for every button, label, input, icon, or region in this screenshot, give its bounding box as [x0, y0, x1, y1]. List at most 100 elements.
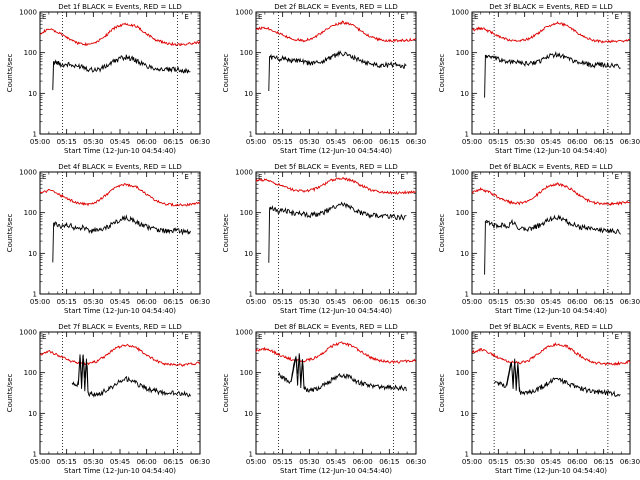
- x-tick-label: 05:30: [299, 138, 319, 146]
- x-tick-label: 06:00: [137, 458, 157, 466]
- x-tick-label: 06:15: [379, 298, 399, 306]
- x-tick-label: 06:00: [137, 298, 157, 306]
- x-tick-label: 05:00: [30, 138, 50, 146]
- y-tick-label: 1000: [451, 9, 469, 17]
- x-tick-label: 06:00: [137, 138, 157, 146]
- x-tick-label: 06:15: [594, 458, 614, 466]
- y-axis-label: Counts/sec: [438, 374, 446, 413]
- y-tick-label: 1000: [451, 329, 469, 337]
- chart-title: Det 4f BLACK = Events, RED = LLD: [58, 163, 181, 171]
- flag-letter: E: [184, 333, 188, 341]
- x-axis-label: Start Time (12-Jun-10 04:54:40): [495, 467, 607, 475]
- x-tick-label: 05:00: [246, 138, 266, 146]
- plot-frame: [471, 11, 631, 135]
- x-tick-label: 06:30: [406, 138, 426, 146]
- y-tick-label: 1000: [235, 169, 253, 177]
- x-tick-label: 05:15: [488, 458, 508, 466]
- x-tick-label: 05:00: [30, 298, 50, 306]
- y-tick-label: 1: [465, 451, 469, 459]
- chart-title: Det 5f BLACK = Events, RED = LLD: [274, 163, 397, 171]
- lld-series-line: [255, 20, 417, 43]
- x-tick-label: 06:15: [163, 138, 183, 146]
- panel-det-6f: Det 6f BLACK = Events, RED = LLD Counts/s…: [438, 163, 640, 315]
- y-tick-label: 100: [24, 369, 37, 377]
- y-tick-label: 1000: [19, 329, 37, 337]
- y-tick-label: 100: [240, 209, 253, 217]
- x-tick-label: 06:15: [379, 458, 399, 466]
- flag-letter: E: [474, 333, 478, 341]
- y-tick-label: 10: [244, 410, 253, 418]
- y-tick-label: 1: [465, 131, 469, 139]
- chart-title: Det 8f BLACK = Events, RED = LLD: [274, 323, 397, 331]
- x-tick-label: 06:30: [620, 138, 640, 146]
- y-axis-label: Counts/sec: [222, 214, 230, 253]
- events-series-line: [277, 353, 407, 393]
- flag-letter: E: [615, 173, 619, 181]
- x-tick-label: 06:30: [190, 458, 210, 466]
- lld-series-line: [39, 22, 201, 47]
- chart-title: Det 3f BLACK = Events, RED = LLD: [489, 3, 612, 11]
- y-axis-label: Counts/sec: [222, 54, 230, 93]
- x-tick-label: 05:30: [515, 458, 535, 466]
- y-tick-label: 1: [465, 291, 469, 299]
- y-tick-label: 10: [460, 410, 469, 418]
- x-tick-label: 05:00: [246, 298, 266, 306]
- panel-det-4f: Det 4f BLACK = Events, RED = LLD Counts/s…: [6, 163, 210, 315]
- x-tick-label: 06:00: [567, 458, 587, 466]
- x-axis-label: Start Time (12-Jun-10 04:54:40): [280, 147, 392, 155]
- plot-frame: [255, 171, 417, 295]
- lld-series-line: [39, 343, 201, 367]
- flag-letter: E: [615, 333, 619, 341]
- y-axis-label: Counts/sec: [6, 374, 14, 413]
- x-tick-label: 05:30: [299, 298, 319, 306]
- x-tick-label: 06:30: [406, 298, 426, 306]
- lld-series-line: [39, 182, 201, 207]
- x-tick-label: 06:15: [379, 138, 399, 146]
- x-tick-label: 05:30: [83, 298, 103, 306]
- x-tick-label: 06:00: [567, 138, 587, 146]
- x-axis-label: Start Time (12-Jun-10 04:54:40): [280, 467, 392, 475]
- x-tick-label: 06:00: [353, 458, 373, 466]
- y-tick-label: 100: [24, 49, 37, 57]
- panel-det-9f: Det 9f BLACK = Events, RED = LLD Counts/s…: [438, 323, 640, 475]
- y-tick-label: 10: [28, 90, 37, 98]
- x-tick-label: 05:30: [83, 138, 103, 146]
- events-series-line: [268, 201, 407, 263]
- lld-series-line: [471, 182, 631, 207]
- flag-letter: E: [42, 333, 46, 341]
- x-tick-label: 06:30: [620, 458, 640, 466]
- y-tick-label: 10: [460, 250, 469, 258]
- x-axis-label: Start Time (12-Jun-10 04:54:40): [64, 147, 176, 155]
- flag-letter: E: [184, 13, 188, 21]
- y-axis-label: Counts/sec: [222, 374, 230, 413]
- x-tick-label: 05:30: [515, 298, 535, 306]
- chart-title: Det 9f BLACK = Events, RED = LLD: [489, 323, 612, 331]
- y-axis-label: Counts/sec: [438, 214, 446, 253]
- x-tick-label: 06:15: [594, 138, 614, 146]
- x-tick-label: 06:15: [163, 458, 183, 466]
- x-axis-label: Start Time (12-Jun-10 04:54:40): [495, 307, 607, 315]
- flag-letter: E: [42, 13, 46, 21]
- plot-frame: [39, 11, 201, 135]
- x-axis-label: Start Time (12-Jun-10 04:54:40): [64, 467, 176, 475]
- x-tick-label: 05:15: [57, 138, 77, 146]
- y-tick-label: 1: [249, 131, 253, 139]
- flag-letter: E: [474, 173, 478, 181]
- panel-det-3f: Det 3f BLACK = Events, RED = LLD Counts/s…: [438, 3, 640, 155]
- panel-det-7f: Det 7f BLACK = Events, RED = LLD Counts/s…: [6, 323, 210, 475]
- y-tick-label: 10: [28, 250, 37, 258]
- x-tick-label: 05:45: [110, 138, 130, 146]
- x-tick-label: 05:00: [462, 298, 482, 306]
- plot-frame: [471, 171, 631, 295]
- x-tick-label: 05:15: [488, 138, 508, 146]
- x-tick-label: 06:00: [353, 298, 373, 306]
- x-tick-label: 06:15: [594, 298, 614, 306]
- x-tick-label: 05:00: [246, 458, 266, 466]
- x-tick-label: 06:30: [190, 138, 210, 146]
- flag-letter: E: [42, 173, 46, 181]
- x-tick-label: 05:45: [541, 458, 561, 466]
- plot-frame: [39, 331, 201, 455]
- x-tick-label: 05:45: [110, 458, 130, 466]
- events-series-line: [52, 54, 191, 91]
